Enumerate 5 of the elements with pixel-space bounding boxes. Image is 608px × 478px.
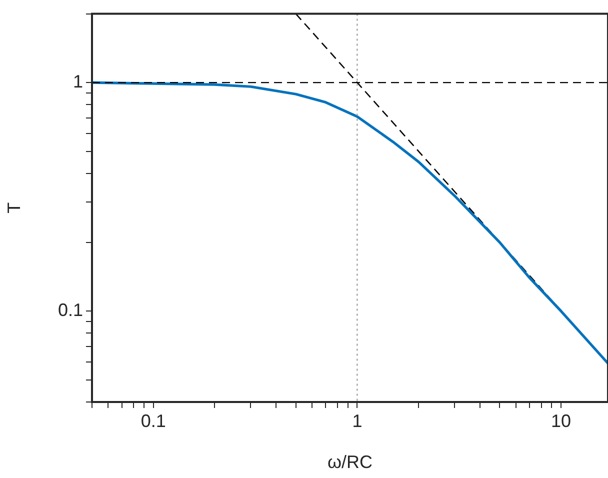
x-axis-title: ω/RC <box>327 452 373 472</box>
x-tick-label: 1 <box>352 410 362 431</box>
y-axis-title: T <box>4 202 24 214</box>
x-tick-label: 0.1 <box>140 410 166 431</box>
x-tick-label: 10 <box>551 410 572 431</box>
